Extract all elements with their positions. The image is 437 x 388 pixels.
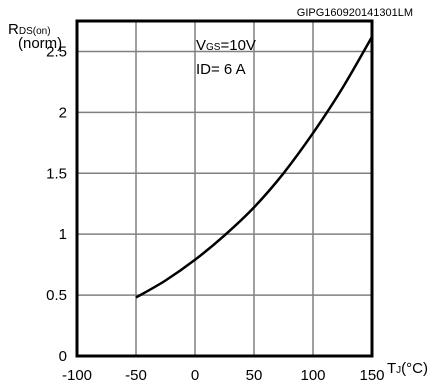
annotation-vgs: VGS=10V bbox=[196, 37, 256, 54]
x-tick-label: 50 bbox=[246, 367, 263, 384]
grid bbox=[77, 21, 372, 356]
y-tick-label: 2.5 bbox=[46, 43, 67, 60]
x-axis-label: TJ(°C) bbox=[387, 360, 428, 377]
y-tick-label: 1 bbox=[59, 226, 67, 243]
annotation-id: ID= 6 A bbox=[196, 61, 246, 78]
figure-code: GIPG160920141301LM bbox=[297, 7, 413, 19]
series-group bbox=[135, 36, 374, 299]
y-tick-labels: 0 0.5 1 1.5 2 2.5 bbox=[46, 43, 67, 365]
y-tick-label: 0.5 bbox=[46, 287, 67, 304]
x-tick-label: 150 bbox=[359, 367, 384, 384]
x-tick-labels: -100 -50 0 50 100 150 bbox=[62, 367, 385, 384]
x-tick-label: -100 bbox=[62, 367, 92, 384]
x-tick-label: -50 bbox=[125, 367, 147, 384]
x-tick-label: 0 bbox=[191, 367, 199, 384]
x-axis-label-unit: (°C) bbox=[401, 360, 428, 377]
y-axis-label-second-line: (norm) bbox=[18, 35, 62, 52]
y-tick-label: 0 bbox=[59, 348, 67, 365]
x-axis-label-sub: J bbox=[396, 365, 401, 376]
plot-border bbox=[75, 19, 374, 358]
y-tick-label: 2 bbox=[59, 104, 67, 121]
annotation-vgs-main: V bbox=[196, 37, 206, 54]
y-tick-label: 1.5 bbox=[46, 165, 67, 182]
y-axis-label: RDS(on) bbox=[8, 21, 51, 38]
annotation-vgs-sub: GS bbox=[206, 42, 221, 53]
series-line bbox=[135, 36, 374, 299]
x-axis-label-main: T bbox=[387, 360, 396, 377]
annotation-vgs-rest: =10V bbox=[220, 37, 255, 54]
x-tick-label: 100 bbox=[300, 367, 325, 384]
plot-frame bbox=[75, 19, 374, 358]
y-axis-label-main: R bbox=[8, 21, 19, 38]
y-axis-label-sub: DS(on) bbox=[19, 26, 51, 37]
